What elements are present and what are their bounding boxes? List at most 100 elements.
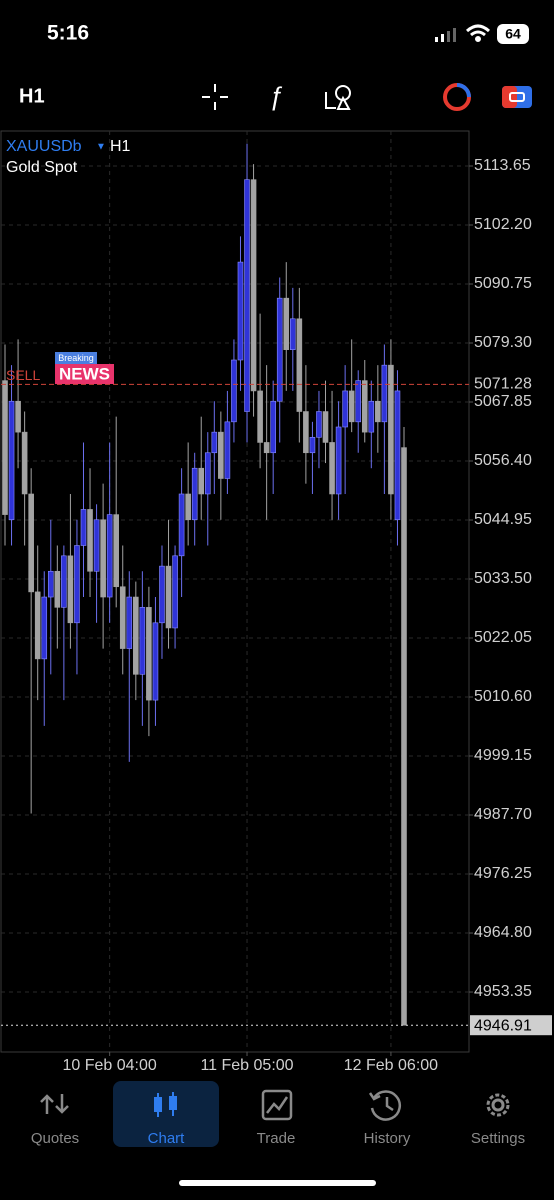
symbol-label[interactable]: XAUUSDb bbox=[6, 138, 82, 155]
candle-body bbox=[335, 426, 342, 495]
candle-body bbox=[329, 442, 335, 495]
candle-body bbox=[191, 467, 198, 521]
y-tick-label: 5090.75 bbox=[474, 275, 532, 292]
sell-label: SELL bbox=[6, 367, 40, 383]
candle-body bbox=[139, 607, 146, 675]
candle-body bbox=[146, 607, 152, 701]
sell-price-label: 5071.28 bbox=[474, 376, 532, 393]
candle-body bbox=[211, 431, 218, 454]
candle-body bbox=[119, 586, 126, 649]
candle-body bbox=[47, 570, 54, 598]
candle-body bbox=[368, 400, 375, 433]
candle-body bbox=[165, 565, 172, 629]
objects-button[interactable] bbox=[325, 85, 351, 110]
candle-body bbox=[257, 390, 263, 443]
news-badge-text[interactable]: NEWS bbox=[59, 364, 110, 383]
x-tick-label: 11 Feb 05:00 bbox=[200, 1057, 293, 1074]
candle-body bbox=[106, 514, 113, 598]
candle-body bbox=[381, 364, 388, 423]
candle-body bbox=[355, 380, 362, 423]
chart-frame bbox=[0, 130, 470, 1053]
candle-body bbox=[388, 364, 394, 495]
tab-label[interactable]: Chart bbox=[148, 1130, 186, 1147]
candle-body bbox=[303, 411, 309, 454]
news-badge-top-text[interactable]: Breaking bbox=[58, 353, 94, 363]
tab-label[interactable]: Quotes bbox=[31, 1130, 79, 1147]
battery bbox=[497, 24, 529, 44]
settings-icon[interactable] bbox=[486, 1093, 510, 1117]
candle-body bbox=[276, 297, 283, 402]
current-price-label: 4946.91 bbox=[474, 1017, 532, 1034]
candle-body bbox=[224, 421, 231, 479]
candle-body bbox=[54, 570, 61, 608]
candle-body bbox=[100, 519, 106, 598]
trade-icon[interactable] bbox=[261, 1089, 293, 1121]
candle-body bbox=[263, 442, 270, 454]
symbol-dropdown[interactable]: ▼ bbox=[96, 142, 106, 153]
y-tick-label: 5079.30 bbox=[474, 334, 532, 351]
candle-body bbox=[270, 400, 276, 454]
candle-body bbox=[296, 318, 303, 412]
candle-body bbox=[126, 596, 133, 649]
candle-body bbox=[159, 565, 165, 624]
candle-body bbox=[401, 447, 407, 1026]
news-badge-top[interactable] bbox=[55, 352, 97, 364]
candle-body bbox=[133, 596, 139, 675]
y-tick-label: 5010.60 bbox=[474, 688, 532, 705]
candle-body bbox=[28, 493, 34, 593]
candle-body bbox=[342, 390, 348, 428]
chart-timeframe: H1 bbox=[110, 138, 131, 155]
candle-body bbox=[74, 545, 80, 624]
x-tick-label: 12 Feb 06:00 bbox=[344, 1057, 438, 1074]
y-tick-label: 4953.35 bbox=[474, 983, 532, 1000]
y-tick-label: 4999.15 bbox=[474, 747, 532, 764]
y-tick-label: 5033.50 bbox=[474, 570, 532, 587]
symbol-description: Gold Spot bbox=[6, 159, 78, 176]
crosshair-button[interactable] bbox=[202, 84, 228, 110]
candle-body bbox=[290, 318, 296, 350]
y-tick-label: 5067.85 bbox=[474, 393, 532, 410]
indicators-button[interactable]: ƒ bbox=[269, 81, 283, 111]
candle-body bbox=[21, 431, 28, 495]
candle-body bbox=[67, 555, 74, 624]
trade-button[interactable] bbox=[502, 86, 532, 108]
candle-body bbox=[87, 509, 93, 572]
candle-body bbox=[80, 509, 87, 546]
candle-body bbox=[178, 493, 185, 557]
candle-body bbox=[250, 179, 257, 392]
candle-body bbox=[309, 436, 316, 454]
candle-body bbox=[244, 179, 250, 412]
candle-body bbox=[283, 297, 290, 350]
y-tick-label: 5044.95 bbox=[474, 511, 532, 528]
history-icon[interactable] bbox=[368, 1090, 401, 1121]
timeframe-button[interactable]: H1 bbox=[19, 85, 45, 107]
news-badge[interactable] bbox=[55, 364, 114, 384]
candle-body bbox=[204, 452, 211, 495]
candle-body bbox=[237, 261, 244, 361]
candle-body bbox=[41, 596, 48, 660]
candle-body bbox=[316, 411, 322, 438]
current-price-box bbox=[470, 1015, 552, 1036]
tab-label[interactable]: Trade bbox=[257, 1130, 296, 1147]
candle-body bbox=[93, 519, 100, 572]
plot bbox=[1, 143, 469, 1026]
candle-body bbox=[361, 380, 368, 433]
y-tick-label: 5056.40 bbox=[474, 452, 532, 469]
active-tab-bg bbox=[113, 1081, 219, 1147]
y-tick-label: 5102.20 bbox=[474, 216, 532, 233]
candle-body bbox=[2, 380, 8, 515]
y-tick-label: 5113.65 bbox=[474, 157, 531, 174]
tab-label[interactable]: Settings bbox=[471, 1130, 525, 1147]
y-tick-label: 4987.70 bbox=[474, 806, 532, 823]
quotes-icon[interactable] bbox=[40, 1094, 69, 1114]
tab-label[interactable]: History bbox=[364, 1130, 411, 1147]
candle-body bbox=[198, 467, 205, 495]
chart-icon[interactable] bbox=[154, 1092, 177, 1117]
x-tick-label: 10 Feb 04:00 bbox=[63, 1057, 157, 1074]
one-click-button[interactable] bbox=[443, 83, 471, 111]
candle-body bbox=[231, 359, 237, 423]
home-indicator bbox=[179, 1180, 376, 1186]
candle-body bbox=[152, 622, 159, 701]
